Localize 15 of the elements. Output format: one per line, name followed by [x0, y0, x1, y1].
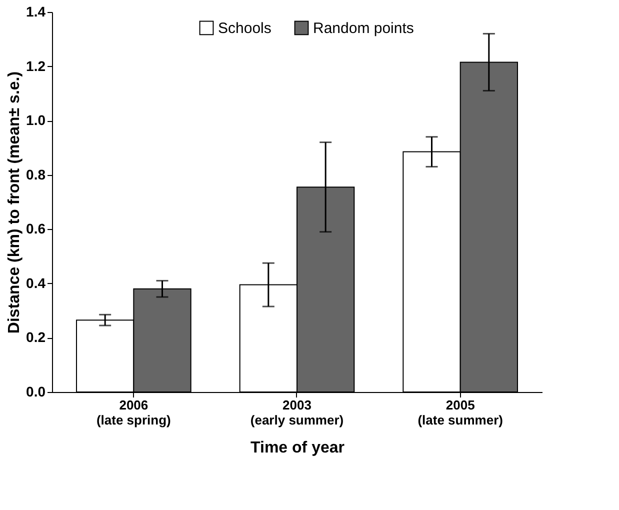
y-tick-label: 0.2	[26, 329, 46, 346]
y-tick-label: 0.6	[26, 220, 46, 237]
x-tick-label: 2006 (late spring)	[96, 398, 171, 428]
legend-label: Schools	[218, 20, 272, 37]
y-tick-label: 0.4	[26, 274, 46, 291]
x-tick-label: 2003 (early summer)	[250, 398, 344, 428]
legend-label: Random points	[313, 20, 414, 37]
y-tick-label: 0.0	[26, 384, 46, 400]
y-tick-label: 1.0	[26, 112, 46, 128]
x-axis-title: Time of year	[250, 440, 344, 456]
y-axis-title: Distance (km) to front (mean± s.e.)	[6, 71, 24, 334]
y-tick-label: 1.4	[26, 4, 46, 20]
y-tick-label: 0.8	[26, 166, 46, 182]
y-tick-label: 1.2	[26, 58, 46, 74]
x-tick-label: 2005 (late summer)	[418, 398, 503, 428]
